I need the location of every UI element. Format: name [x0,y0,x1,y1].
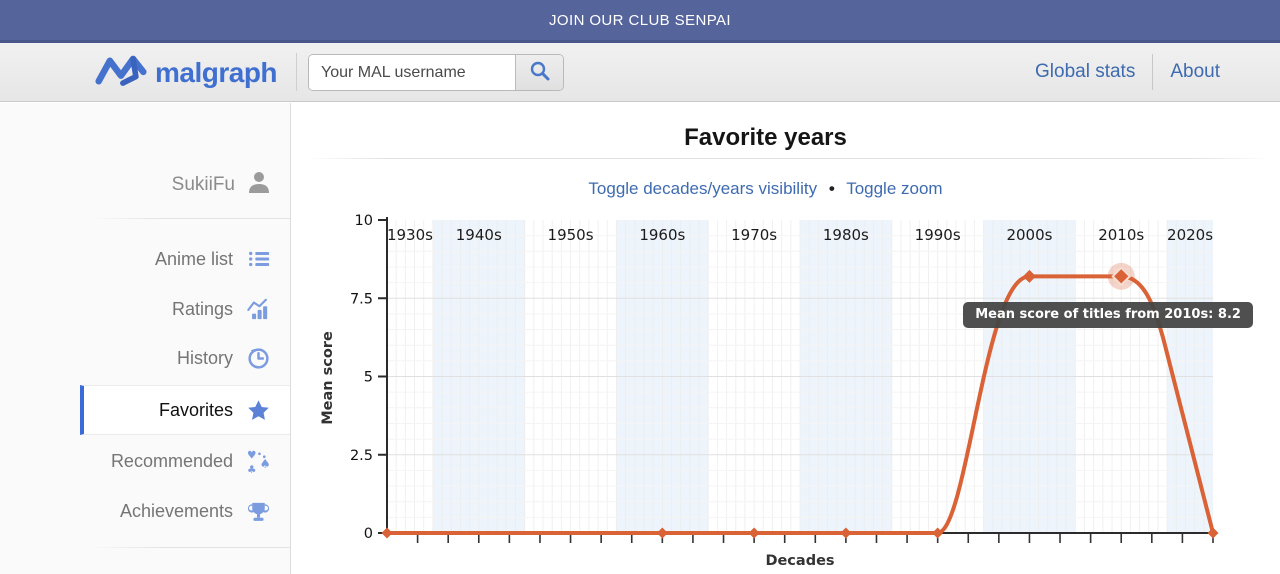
decade-label: 2020s [1167,226,1213,244]
sidebar-item-ratings[interactable]: Ratings [0,284,290,334]
decade-label: 1980s [823,226,869,244]
highlighted-data-point[interactable] [1111,266,1132,287]
favorite-years-chart: 0 2.5 5 7.5 10 1930s 1940s 1950s 1960s 1970s 1980s… [300,210,1280,574]
toggle-decades-years-link[interactable]: Toggle decades/years visibility [588,179,818,198]
history-icon [245,346,272,371]
y-tick-label: 0 [364,526,373,542]
decade-label: 1990s [915,226,961,244]
sidebar-item-label: Recommended [110,450,233,471]
sidebar-item-label: Ratings [171,298,233,319]
nav-global-stats-link[interactable]: Global stats [1035,61,1136,82]
header-divider [296,53,297,91]
decade-label: 2010s [1098,226,1144,244]
data-point[interactable] [656,527,668,539]
chart-tooltip: Mean score of titles from 2010s: 8.2 [963,302,1253,329]
svg-text:♠: ♠ [259,456,270,471]
malgraph-logo[interactable]: malgraph [95,52,278,95]
card-suits-icon: ♥ ♣ ♠ [245,449,272,474]
data-point[interactable] [932,527,944,539]
svg-text:♣: ♣ [247,464,256,474]
malgraph-logo-text: malgraph [155,57,278,88]
decade-label: 1970s [731,226,777,244]
data-point[interactable] [381,527,393,539]
sidebar-item-label: Favorites [158,399,233,420]
sidebar-item-history[interactable]: History [0,333,290,383]
user-icon [246,169,272,201]
svg-text:♥: ♥ [247,449,256,461]
data-point[interactable] [1207,527,1219,539]
list-icon [245,247,272,271]
sidebar-item-anime-list[interactable]: Anime list [0,234,290,284]
page-title: Favorite years [684,124,847,151]
data-point[interactable] [1022,269,1036,283]
sidebar-item-label: Anime list [154,248,233,269]
sidebar-divider-bottom [90,547,290,548]
y-tick-label: 10 [355,213,373,229]
bar-chart-icon [245,297,272,321]
sidebar-divider-top [90,218,290,219]
decade-label: 2000s [1006,226,1052,244]
username-label: SukiiFu [171,174,235,195]
search-input[interactable] [309,55,515,90]
y-tick-label: 7.5 [350,291,373,307]
sidebar: SukiiFu Anime list Ratings [0,103,291,574]
y-axis-title: Mean score [320,331,336,425]
username-search [308,54,564,91]
data-point[interactable] [840,527,852,539]
toggle-separator: • [828,179,835,198]
decade-label: 1930s [387,226,433,244]
search-button[interactable] [515,55,563,90]
malgraph-logo-icon [95,52,147,95]
x-axis-title: Decades [765,553,834,569]
search-icon [529,60,551,85]
app-header: malgraph Global stats About [0,43,1280,102]
sidebar-item-achievements[interactable]: Achievements [0,486,290,536]
decade-label: 1940s [456,226,502,244]
y-tick-label: 5 [364,370,373,386]
main-panel: Favorite years Toggle decades/years visi… [291,103,1280,574]
chart-toggles: Toggle decades/years visibility • Toggle… [291,179,1240,199]
y-tick-label: 2.5 [350,448,373,464]
chart-plot-area[interactable]: 0 2.5 5 7.5 10 1930s 1940s 1950s 1960s 1970s 1980s… [300,210,1280,574]
decade-label: 1950s [548,226,594,244]
toggle-zoom-link[interactable]: Toggle zoom [846,179,943,198]
title-divider [305,158,1272,159]
decade-label: 1960s [639,226,685,244]
data-point[interactable] [748,527,760,539]
sidebar-item-label: History [176,347,233,368]
sidebar-user[interactable]: SukiiFu [0,161,290,209]
promo-banner: JOIN OUR CLUB SENPAI [0,0,1280,43]
promo-banner-text: JOIN OUR CLUB SENPAI [549,11,731,29]
star-icon [245,398,272,423]
header-nav: Global stats About [1035,43,1220,101]
sidebar-item-label: Achievements [119,500,233,521]
nav-about-link[interactable]: About [1170,61,1220,82]
sidebar-item-recommended[interactable]: Recommended ♥ ♣ ♠ [0,436,290,486]
trophy-icon [245,499,272,524]
nav-divider [1152,54,1154,90]
sidebar-item-favorites[interactable]: Favorites [80,385,290,435]
